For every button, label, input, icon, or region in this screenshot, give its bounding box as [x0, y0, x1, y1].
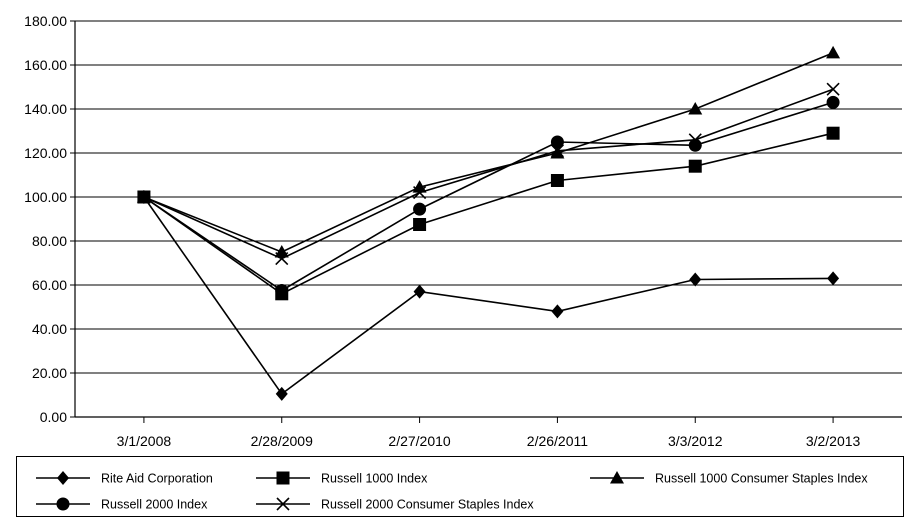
data-point-diamond — [551, 304, 564, 319]
series-group — [136, 45, 841, 401]
y-tick-label: 100.00 — [24, 189, 67, 205]
x-marker-stroke — [137, 190, 151, 204]
legend-box — [16, 456, 904, 517]
data-point-diamond — [689, 272, 702, 287]
gridlines — [75, 20, 902, 374]
x-marker-stroke — [826, 82, 840, 96]
series-line — [143, 101, 834, 292]
series-line — [143, 196, 834, 396]
data-point-diamond — [827, 271, 840, 286]
series-line — [143, 88, 834, 260]
legend-marker-square — [276, 471, 290, 485]
data-point-diamond — [275, 386, 288, 401]
axes — [70, 20, 902, 423]
legend-item: Russell 2000 Consumer Staples Index — [256, 497, 534, 512]
data-point-circle — [413, 202, 427, 216]
legend-marker-x — [276, 497, 290, 511]
x-tick-label: 2/26/2011 — [527, 433, 588, 449]
data-point-circle — [275, 284, 289, 297]
x-marker-stroke — [276, 497, 290, 511]
series-line — [143, 52, 834, 253]
series-line — [143, 132, 834, 295]
data-point-square — [550, 174, 564, 187]
data-point-circle — [550, 135, 564, 149]
data-point-triangle — [826, 45, 841, 59]
y-tick-label: 40.00 — [32, 321, 67, 337]
legend-item: Rite Aid Corporation — [36, 471, 213, 486]
y-tick-label: 20.00 — [32, 365, 67, 381]
legend-item: Russell 2000 Index — [36, 497, 208, 512]
data-point-x — [688, 133, 702, 147]
x-marker-stroke — [275, 252, 289, 266]
y-tick-label: 140.00 — [24, 101, 67, 117]
data-point-square — [413, 218, 427, 231]
x-marker-stroke — [550, 144, 564, 158]
data-point-x — [275, 252, 289, 266]
y-tick-label: 180.00 — [24, 13, 67, 29]
data-point-triangle — [688, 102, 703, 115]
legend-label: Rite Aid Corporation — [101, 472, 213, 486]
data-point-square — [826, 126, 840, 140]
y-axis-ticks: 0.00 20.00 40.00 60.00 80.00 100.00 120.00 140.… — [24, 13, 67, 425]
legend: Rite Aid Corporation Russell 1000 Index Ru… — [16, 456, 904, 517]
series-triangle — [136, 45, 841, 258]
series-diamond — [137, 190, 840, 401]
x-tick-label: 3/3/2012 — [668, 433, 723, 449]
y-tick-label: 80.00 — [32, 233, 67, 249]
legend-label: Russell 2000 Consumer Staples Index — [321, 498, 534, 512]
y-tick-label: 120.00 — [24, 145, 67, 161]
legend-label: Russell 1000 Consumer Staples Index — [655, 472, 868, 486]
x-marker-stroke — [688, 133, 702, 147]
legend-label: Russell 2000 Index — [101, 498, 208, 512]
y-tick-label: 0.00 — [40, 409, 67, 425]
data-point-x — [826, 82, 840, 96]
legend-marker-triangle — [610, 471, 624, 484]
legend-marker-circle — [56, 497, 70, 511]
data-point-circle — [826, 95, 840, 109]
legend-item: Russell 1000 Consumer Staples Index — [590, 471, 868, 486]
data-point-square — [688, 159, 702, 173]
data-point-x — [137, 190, 151, 204]
legend-label: Russell 1000 Index — [321, 472, 428, 486]
series-x — [137, 82, 840, 266]
legend-marker-diamond — [57, 471, 69, 485]
y-tick-label: 60.00 — [32, 277, 67, 293]
x-tick-label: 2/28/2009 — [251, 433, 313, 449]
legend-item: Russell 1000 Index — [256, 471, 428, 486]
data-point-x — [413, 186, 427, 200]
y-tick-label: 160.00 — [24, 57, 67, 73]
data-point-diamond — [413, 284, 426, 299]
data-point-x — [550, 144, 564, 158]
x-tick-label: 3/1/2008 — [117, 433, 172, 449]
x-marker-stroke — [413, 186, 427, 200]
x-tick-label: 2/27/2010 — [388, 433, 450, 449]
x-axis-ticks: 3/1/2008 2/28/2009 2/27/2010 2/26/2011 3/3/2… — [117, 433, 861, 449]
x-tick-label: 3/2/2013 — [806, 433, 861, 449]
